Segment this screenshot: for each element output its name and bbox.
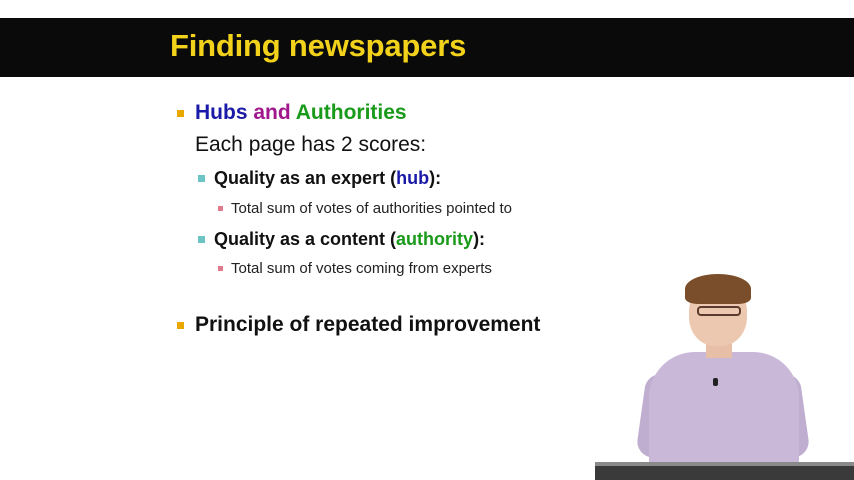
sub-bullet-marker	[198, 175, 205, 182]
desk	[595, 466, 854, 480]
slide-title: Finding newspapers	[170, 28, 467, 63]
sub-bullet-content: Quality as a content (authority):	[214, 228, 485, 250]
expert-prefix: Quality as an expert (	[214, 168, 397, 188]
sub-bullet-marker	[198, 236, 205, 243]
detail-bullet-marker	[218, 266, 223, 271]
bullet-marker	[177, 110, 184, 117]
hubs-label: Hubs	[195, 101, 248, 124]
detail-bullet-marker	[218, 206, 223, 211]
title-bar: Finding newspapers	[0, 18, 854, 77]
and-label: and	[253, 101, 291, 124]
scores-subline: Each page has 2 scores:	[195, 133, 427, 156]
expert-suffix: ):	[429, 168, 442, 188]
authority-term: authority	[396, 229, 474, 249]
microphone-icon	[713, 378, 718, 386]
hub-term: hub	[396, 168, 430, 188]
authorities-label: Authorities	[295, 101, 407, 124]
bullet-hubs-and-authorities: Hubs and Authorities	[195, 100, 407, 126]
presenter-hair	[685, 274, 751, 304]
content-detail: Total sum of votes coming from experts	[231, 260, 492, 277]
content-prefix: Quality as a content (	[214, 229, 397, 249]
expert-detail: Total sum of votes of authorities pointe…	[231, 200, 512, 217]
bullet-marker	[177, 322, 184, 329]
desk-top	[595, 462, 854, 468]
glasses-icon	[697, 306, 741, 316]
content-suffix: ):	[473, 229, 486, 249]
presenter-shirt	[649, 352, 799, 468]
presenter-video	[595, 270, 854, 480]
bullet-repeated-improvement: Principle of repeated improvement	[195, 313, 541, 336]
sub-bullet-expert: Quality as an expert (hub):	[214, 167, 441, 189]
